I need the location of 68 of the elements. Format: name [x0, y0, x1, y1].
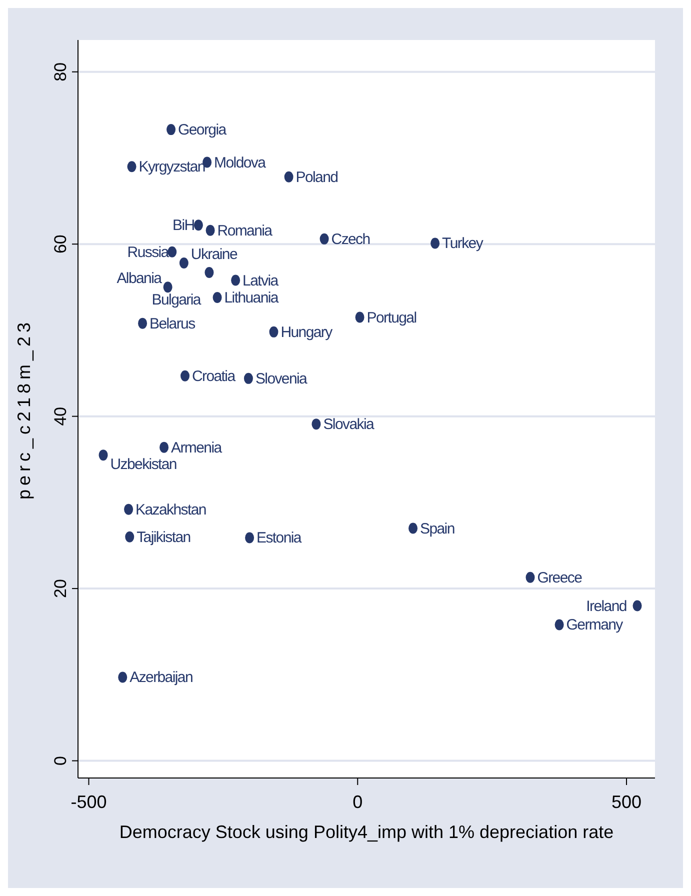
annotation: Russia — [127, 244, 170, 261]
annotation: Armenia — [171, 439, 223, 456]
point — [245, 532, 254, 544]
point — [206, 224, 215, 236]
point — [430, 238, 440, 249]
x-tick-label: 500 — [611, 792, 642, 812]
annotation: Estonia — [256, 530, 302, 547]
annotation: Turkey — [442, 235, 484, 252]
annotation: Slovakia — [323, 416, 375, 434]
point — [163, 282, 172, 293]
point — [160, 442, 169, 453]
annotation: BiH — [172, 217, 194, 234]
annotation: Spain — [420, 520, 455, 538]
point — [194, 220, 203, 231]
y-tick-label: 40 — [51, 406, 70, 426]
point — [125, 531, 134, 542]
annotation: Portugal — [366, 309, 417, 326]
annotation: Tajikistan — [136, 528, 191, 546]
point — [312, 418, 321, 430]
point — [98, 450, 108, 461]
annotation: Croatia — [192, 368, 236, 385]
point — [180, 370, 190, 382]
point — [269, 326, 278, 338]
point — [231, 274, 240, 286]
y-axis-title: perc_c218m_23 — [14, 318, 34, 500]
annotation: Latvia — [242, 272, 280, 290]
annotation: Slovenia — [255, 370, 308, 388]
point — [124, 504, 134, 515]
annotation: Greece — [537, 569, 582, 586]
annotation: Moldova — [214, 154, 267, 172]
annotation: Hungary — [280, 324, 334, 341]
y-tick-label: 0 — [51, 756, 70, 766]
annotation: Romania — [217, 222, 274, 240]
point — [244, 372, 253, 384]
point — [127, 161, 136, 172]
point — [179, 258, 188, 269]
point — [118, 672, 128, 683]
annotation: Germany — [566, 616, 624, 634]
point — [138, 318, 148, 329]
annotation: Uzbekistan — [110, 456, 177, 474]
point — [554, 619, 564, 630]
annotation: Kazakhstan — [136, 501, 206, 518]
annotation: Bulgaria — [152, 292, 202, 309]
point — [212, 292, 222, 303]
annotation: Ukraine — [190, 246, 238, 264]
y-tick-label: 80 — [51, 62, 70, 82]
annotation: Georgia — [178, 122, 228, 139]
annotation: Azerbaijan — [130, 669, 193, 686]
point — [355, 312, 364, 323]
point — [526, 572, 535, 583]
point — [408, 522, 418, 534]
point — [204, 267, 214, 278]
annotation: Poland — [296, 168, 338, 186]
point — [320, 233, 329, 244]
annotation: Lithuania — [224, 289, 280, 306]
point — [632, 600, 642, 612]
x-tick-label: 0 — [352, 792, 363, 812]
x-tick-label: -500 — [70, 792, 107, 812]
annotation: Belarus — [150, 315, 196, 332]
annotation: Ireland — [586, 598, 627, 615]
annotation: Czech — [331, 230, 370, 248]
y-tick-label: 20 — [51, 579, 70, 598]
y-tick-label: 60 — [51, 234, 70, 254]
annotation: Albania — [116, 270, 163, 288]
point — [284, 171, 294, 182]
point — [166, 124, 176, 136]
annotation: Kyrgyzstan — [138, 158, 206, 176]
x-axis-title: Democracy Stock using Polity4_imp with 1% depreciation rate — [119, 822, 614, 842]
